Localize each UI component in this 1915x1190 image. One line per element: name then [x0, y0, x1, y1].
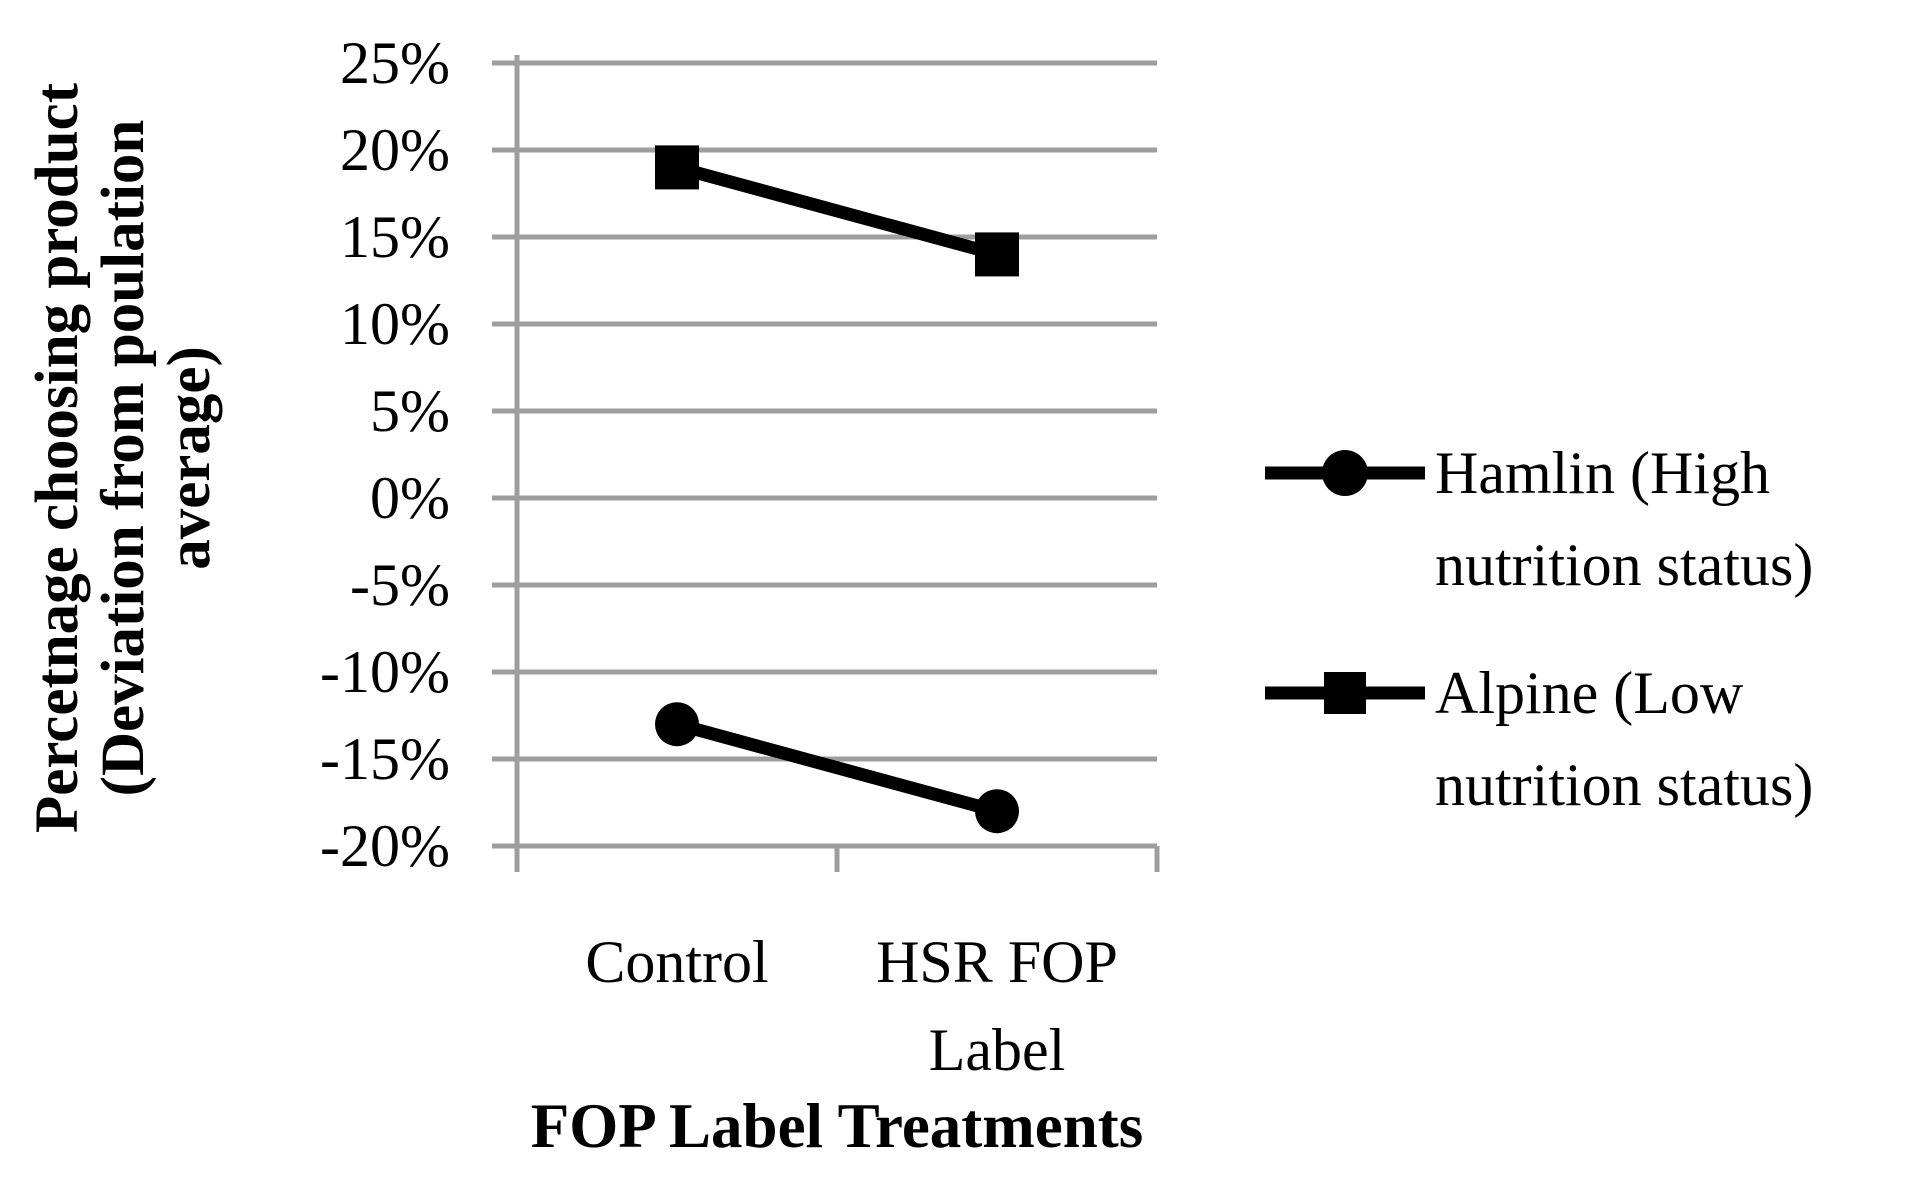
y-tick-label: 20%: [340, 117, 450, 183]
x-axis-title: FOP Label Treatments: [530, 1091, 1144, 1161]
y-axis-title: Percetnage choosing product (Deviation f…: [24, 52, 225, 864]
legend-item-hamlin: Hamlin (High nutrition status): [1263, 427, 1915, 611]
circle-marker-icon: [655, 702, 699, 747]
y-tick-label: -15%: [320, 726, 450, 792]
y-tick-label: -10%: [320, 639, 450, 705]
legend-label-hamlin: Hamlin (High nutrition status): [1435, 440, 1814, 598]
circle-marker-icon: [975, 789, 1019, 834]
series-line: [675, 161, 999, 261]
square-marker-icon: [655, 145, 699, 190]
y-tick-label: -5%: [350, 552, 450, 618]
y-tick-label: -20%: [320, 813, 450, 879]
y-axis-title-line: average): [156, 346, 223, 570]
circle-marker-icon: [1265, 450, 1425, 496]
y-tick-label: 10%: [340, 291, 450, 357]
y-tick-label: 15%: [340, 204, 450, 270]
x-category-label: Control: [585, 929, 769, 995]
x-category-label: HSR FOP Label: [876, 929, 1118, 1083]
y-tick-label: 0%: [370, 465, 450, 531]
square-marker-icon: [1265, 672, 1425, 714]
y-axis-title-line: (Deviation from poulation: [90, 119, 157, 797]
series-line: [675, 717, 999, 818]
y-tick-label: 25%: [340, 30, 450, 96]
y-tick-label: 5%: [370, 378, 450, 444]
legend-item-alpine: Alpine (Low nutrition status): [1263, 647, 1915, 831]
legend-label-alpine: Alpine (Low nutrition status): [1435, 660, 1814, 818]
y-axis-title-line: Percetnage choosing product: [24, 82, 91, 834]
square-marker-icon: [975, 232, 1019, 277]
